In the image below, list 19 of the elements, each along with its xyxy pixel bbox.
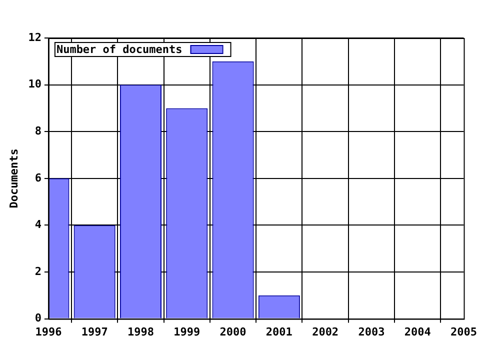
y-tick-label: 6 [34, 171, 42, 184]
y-tick-label: 10 [28, 78, 42, 91]
x-tick-label: 1999 [174, 325, 200, 338]
x-tick-label: 1997 [81, 325, 108, 338]
x-tick-label: 2001 [266, 325, 293, 338]
y-axis-title: Documents [7, 148, 20, 208]
y-tick-label: 4 [34, 218, 42, 232]
y-tick-label: 12 [28, 30, 42, 44]
y-tick-label: 8 [34, 124, 42, 138]
legend-label: Number of documents [56, 42, 182, 56]
x-tick-label: 2003 [358, 325, 385, 338]
y-tick-label: 2 [34, 264, 42, 278]
x-tick-label: 2002 [312, 325, 339, 338]
y-tick-label: 0 [34, 312, 42, 325]
x-tick-label: 1996 [35, 325, 62, 338]
x-tick-label: 1998 [127, 325, 154, 338]
x-tick-label: 2000 [220, 325, 246, 338]
x-tick-label: 2004 [404, 325, 432, 338]
x-tick-label: 2005 [450, 325, 478, 338]
